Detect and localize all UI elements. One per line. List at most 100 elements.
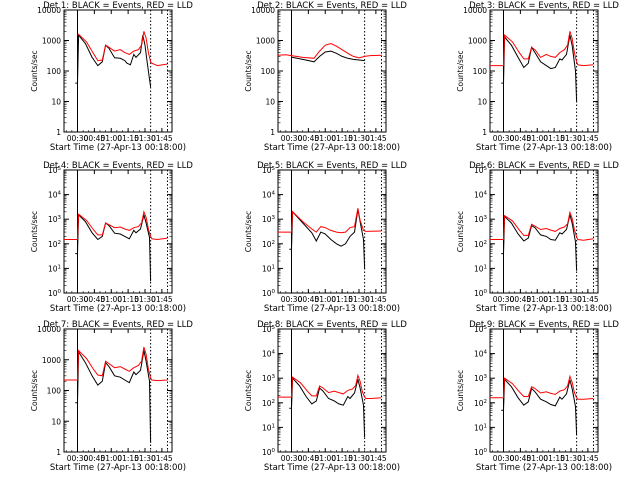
y-tick-label: 100 — [48, 289, 62, 298]
events-series-line — [291, 50, 365, 63]
chart-panel-9: Det 9: BLACK = Events, RED = LLD Start Ti… — [456, 320, 619, 473]
x-tick-label: 01:30 — [560, 295, 582, 304]
x-tick-label: 01:45 — [365, 134, 387, 143]
x-tick-label: 01:15 — [331, 454, 353, 463]
x-tick-label: 01:15 — [117, 295, 139, 304]
chart-title: Det 9: BLACK = Events, RED = LLD — [469, 320, 619, 330]
y-tick-label: 100 — [47, 67, 62, 76]
y-tick-label: 10000 — [37, 325, 61, 334]
y-tick-label: 104 — [262, 191, 276, 200]
plot-frame — [489, 169, 599, 294]
x-tick-label: 01:15 — [543, 295, 565, 304]
x-tick-label: 00:30 — [281, 454, 303, 463]
x-tick-label: 01:00 — [314, 134, 336, 143]
y-tick-label: 100 — [474, 448, 488, 457]
x-tick-label: 01:15 — [543, 134, 565, 143]
x-tick-label: 01:45 — [151, 134, 173, 143]
y-tick-label: 1 — [56, 128, 61, 137]
y-tick-label: 103 — [262, 215, 276, 224]
x-tick-label: 01:00 — [100, 454, 122, 463]
x-tick-label: 01:00 — [100, 295, 122, 304]
x-tick-label: 01:45 — [365, 295, 387, 304]
chart-title: Det 6: BLACK = Events, RED = LLD — [469, 161, 619, 171]
y-tick-label: 101 — [262, 423, 275, 432]
x-tick-label: 01:00 — [526, 454, 548, 463]
y-tick-label: 1000 — [42, 37, 61, 46]
x-tick-label: 00:45 — [510, 134, 532, 143]
y-tick-label: 100 — [262, 448, 276, 457]
chart-panel-2: Det 2: BLACK = Events, RED = LLD Start Ti… — [244, 1, 407, 153]
y-tick-label: 102 — [262, 399, 275, 408]
x-tick-label: 01:00 — [314, 454, 336, 463]
y-tick-label: 104 — [474, 191, 488, 200]
y-tick-label: 103 — [48, 215, 62, 224]
chart-title: Det 5: BLACK = Events, RED = LLD — [257, 161, 407, 171]
y-tick-label: 103 — [474, 215, 488, 224]
plot-frame — [277, 328, 387, 453]
events-series-line — [75, 350, 152, 443]
y-tick-label: 101 — [474, 264, 487, 273]
y-axis-label: Counts/sec — [456, 370, 465, 411]
x-tick-label: 01:45 — [151, 295, 173, 304]
y-axis-label: Counts/sec — [30, 50, 39, 91]
x-tick-label: 01:30 — [348, 295, 370, 304]
y-tick-label: 102 — [474, 240, 487, 249]
y-tick-label: 103 — [474, 374, 488, 383]
chart-panel-5: Det 5: BLACK = Events, RED = LLD Start Ti… — [244, 161, 407, 314]
y-tick-label: 105 — [474, 325, 488, 334]
y-axis-label: Counts/sec — [244, 370, 253, 411]
lld-series-line — [278, 208, 382, 234]
y-tick-label: 101 — [48, 264, 61, 273]
y-tick-label: 1 — [270, 128, 275, 137]
y-tick-label: 1000 — [42, 356, 61, 365]
x-tick-label: 01:00 — [526, 295, 548, 304]
x-tick-label: 00:30 — [67, 134, 89, 143]
x-tick-label: 00:30 — [67, 295, 89, 304]
x-axis-label: Start Time (27-Apr-13 00:18:00) — [264, 143, 400, 153]
x-axis-label: Start Time (27-Apr-13 00:18:00) — [476, 304, 612, 314]
y-tick-label: 105 — [48, 166, 62, 175]
y-tick-label: 100 — [473, 67, 488, 76]
lld-series-line — [278, 42, 382, 59]
lld-series-line — [64, 346, 168, 382]
y-tick-label: 105 — [474, 166, 488, 175]
plot-frame — [489, 328, 599, 453]
lld-series-line — [490, 374, 594, 400]
x-axis-label: Start Time (27-Apr-13 00:18:00) — [50, 143, 186, 153]
x-tick-label: 00:45 — [510, 454, 532, 463]
y-tick-label: 101 — [474, 423, 487, 432]
x-tick-label: 00:45 — [298, 454, 320, 463]
y-tick-label: 10 — [265, 98, 275, 107]
chart-panel-1: Det 1: BLACK = Events, RED = LLD Start Ti… — [30, 1, 193, 153]
y-tick-label: 100 — [47, 387, 62, 396]
chart-title: Det 4: BLACK = Events, RED = LLD — [43, 161, 193, 171]
lld-series-line — [64, 210, 168, 241]
chart-title: Det 3: BLACK = Events, RED = LLD — [469, 1, 619, 11]
x-tick-label: 00:30 — [493, 295, 515, 304]
x-tick-label: 01:45 — [577, 295, 599, 304]
y-axis-label: Counts/sec — [244, 211, 253, 252]
x-tick-label: 01:15 — [543, 454, 565, 463]
x-axis-label: Start Time (27-Apr-13 00:18:00) — [264, 304, 400, 314]
x-tick-label: 01:30 — [348, 134, 370, 143]
events-series-line — [289, 376, 366, 438]
x-axis-label: Start Time (27-Apr-13 00:18:00) — [476, 143, 612, 153]
y-axis-label: Counts/sec — [456, 50, 465, 91]
events-series-line — [75, 213, 152, 282]
x-tick-label: 01:45 — [577, 454, 599, 463]
y-tick-label: 1 — [56, 448, 61, 457]
y-tick-label: 1000 — [256, 37, 275, 46]
y-axis-label: Counts/sec — [30, 211, 39, 252]
plot-frame — [63, 169, 173, 294]
y-tick-label: 10000 — [37, 6, 61, 15]
y-tick-label: 1 — [482, 128, 487, 137]
x-tick-label: 00:45 — [298, 134, 320, 143]
lld-series-line — [77, 31, 168, 67]
x-tick-label: 01:00 — [526, 134, 548, 143]
chart-title: Det 1: BLACK = Events, RED = LLD — [43, 1, 193, 11]
x-tick-label: 01:30 — [134, 134, 156, 143]
x-tick-label: 01:15 — [117, 134, 139, 143]
x-tick-label: 01:15 — [331, 295, 353, 304]
